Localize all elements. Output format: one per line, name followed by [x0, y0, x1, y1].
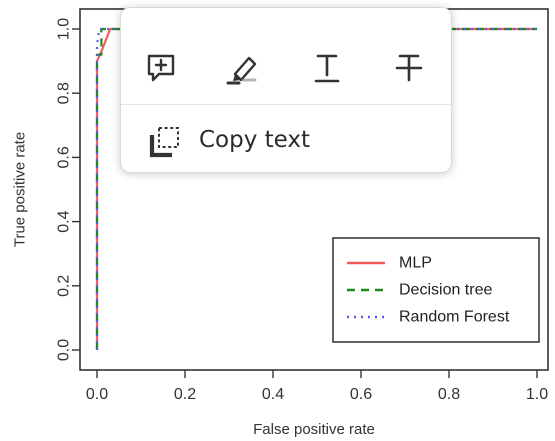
y-tick-label: 0.8	[56, 82, 73, 104]
x-tick-label: 0.6	[350, 386, 372, 403]
y-tick-label: 0.6	[56, 146, 73, 168]
underline-button[interactable]	[303, 44, 351, 92]
strikethrough-button[interactable]	[385, 44, 433, 92]
add-comment-button[interactable]	[137, 44, 185, 92]
y-axis-label: True positive rate	[12, 132, 29, 247]
annotation-toolbar	[121, 8, 451, 104]
axis-ticks: 0.0 0.2 0.4 0.6 0.8 1.0 0.0 0.2 0.4 0.6 0.8 1.0	[56, 18, 549, 403]
copy-text-button[interactable]: Copy text	[121, 105, 451, 174]
x-tick-label: 0.0	[86, 386, 108, 403]
legend-label: Decision tree	[399, 282, 492, 299]
highlight-pen-icon	[225, 50, 261, 86]
y-tick-label: 0.2	[56, 275, 73, 297]
underline-text-icon	[310, 51, 344, 85]
text-selection-popup: Copy text	[120, 7, 452, 173]
y-tick-label: 0.4	[56, 210, 73, 232]
strikethrough-text-icon	[392, 51, 426, 85]
y-tick-label: 1.0	[56, 18, 73, 40]
x-tick-label: 1.0	[526, 386, 548, 403]
x-tick-label: 0.4	[262, 386, 284, 403]
legend-label: Random Forest	[399, 309, 510, 326]
copy-text-label: Copy text	[199, 127, 311, 153]
chart-legend: MLP Decision tree Random Forest	[332, 237, 540, 343]
y-tick-label: 0.0	[56, 339, 73, 361]
legend-label: MLP	[399, 255, 432, 272]
add-comment-icon	[144, 51, 178, 85]
x-tick-label: 0.8	[438, 386, 460, 403]
copy-selection-icon	[148, 125, 182, 159]
x-tick-label: 0.2	[174, 386, 196, 403]
x-axis-label: False positive rate	[253, 421, 375, 438]
popup-divider	[121, 104, 451, 105]
highlight-button[interactable]	[219, 44, 267, 92]
